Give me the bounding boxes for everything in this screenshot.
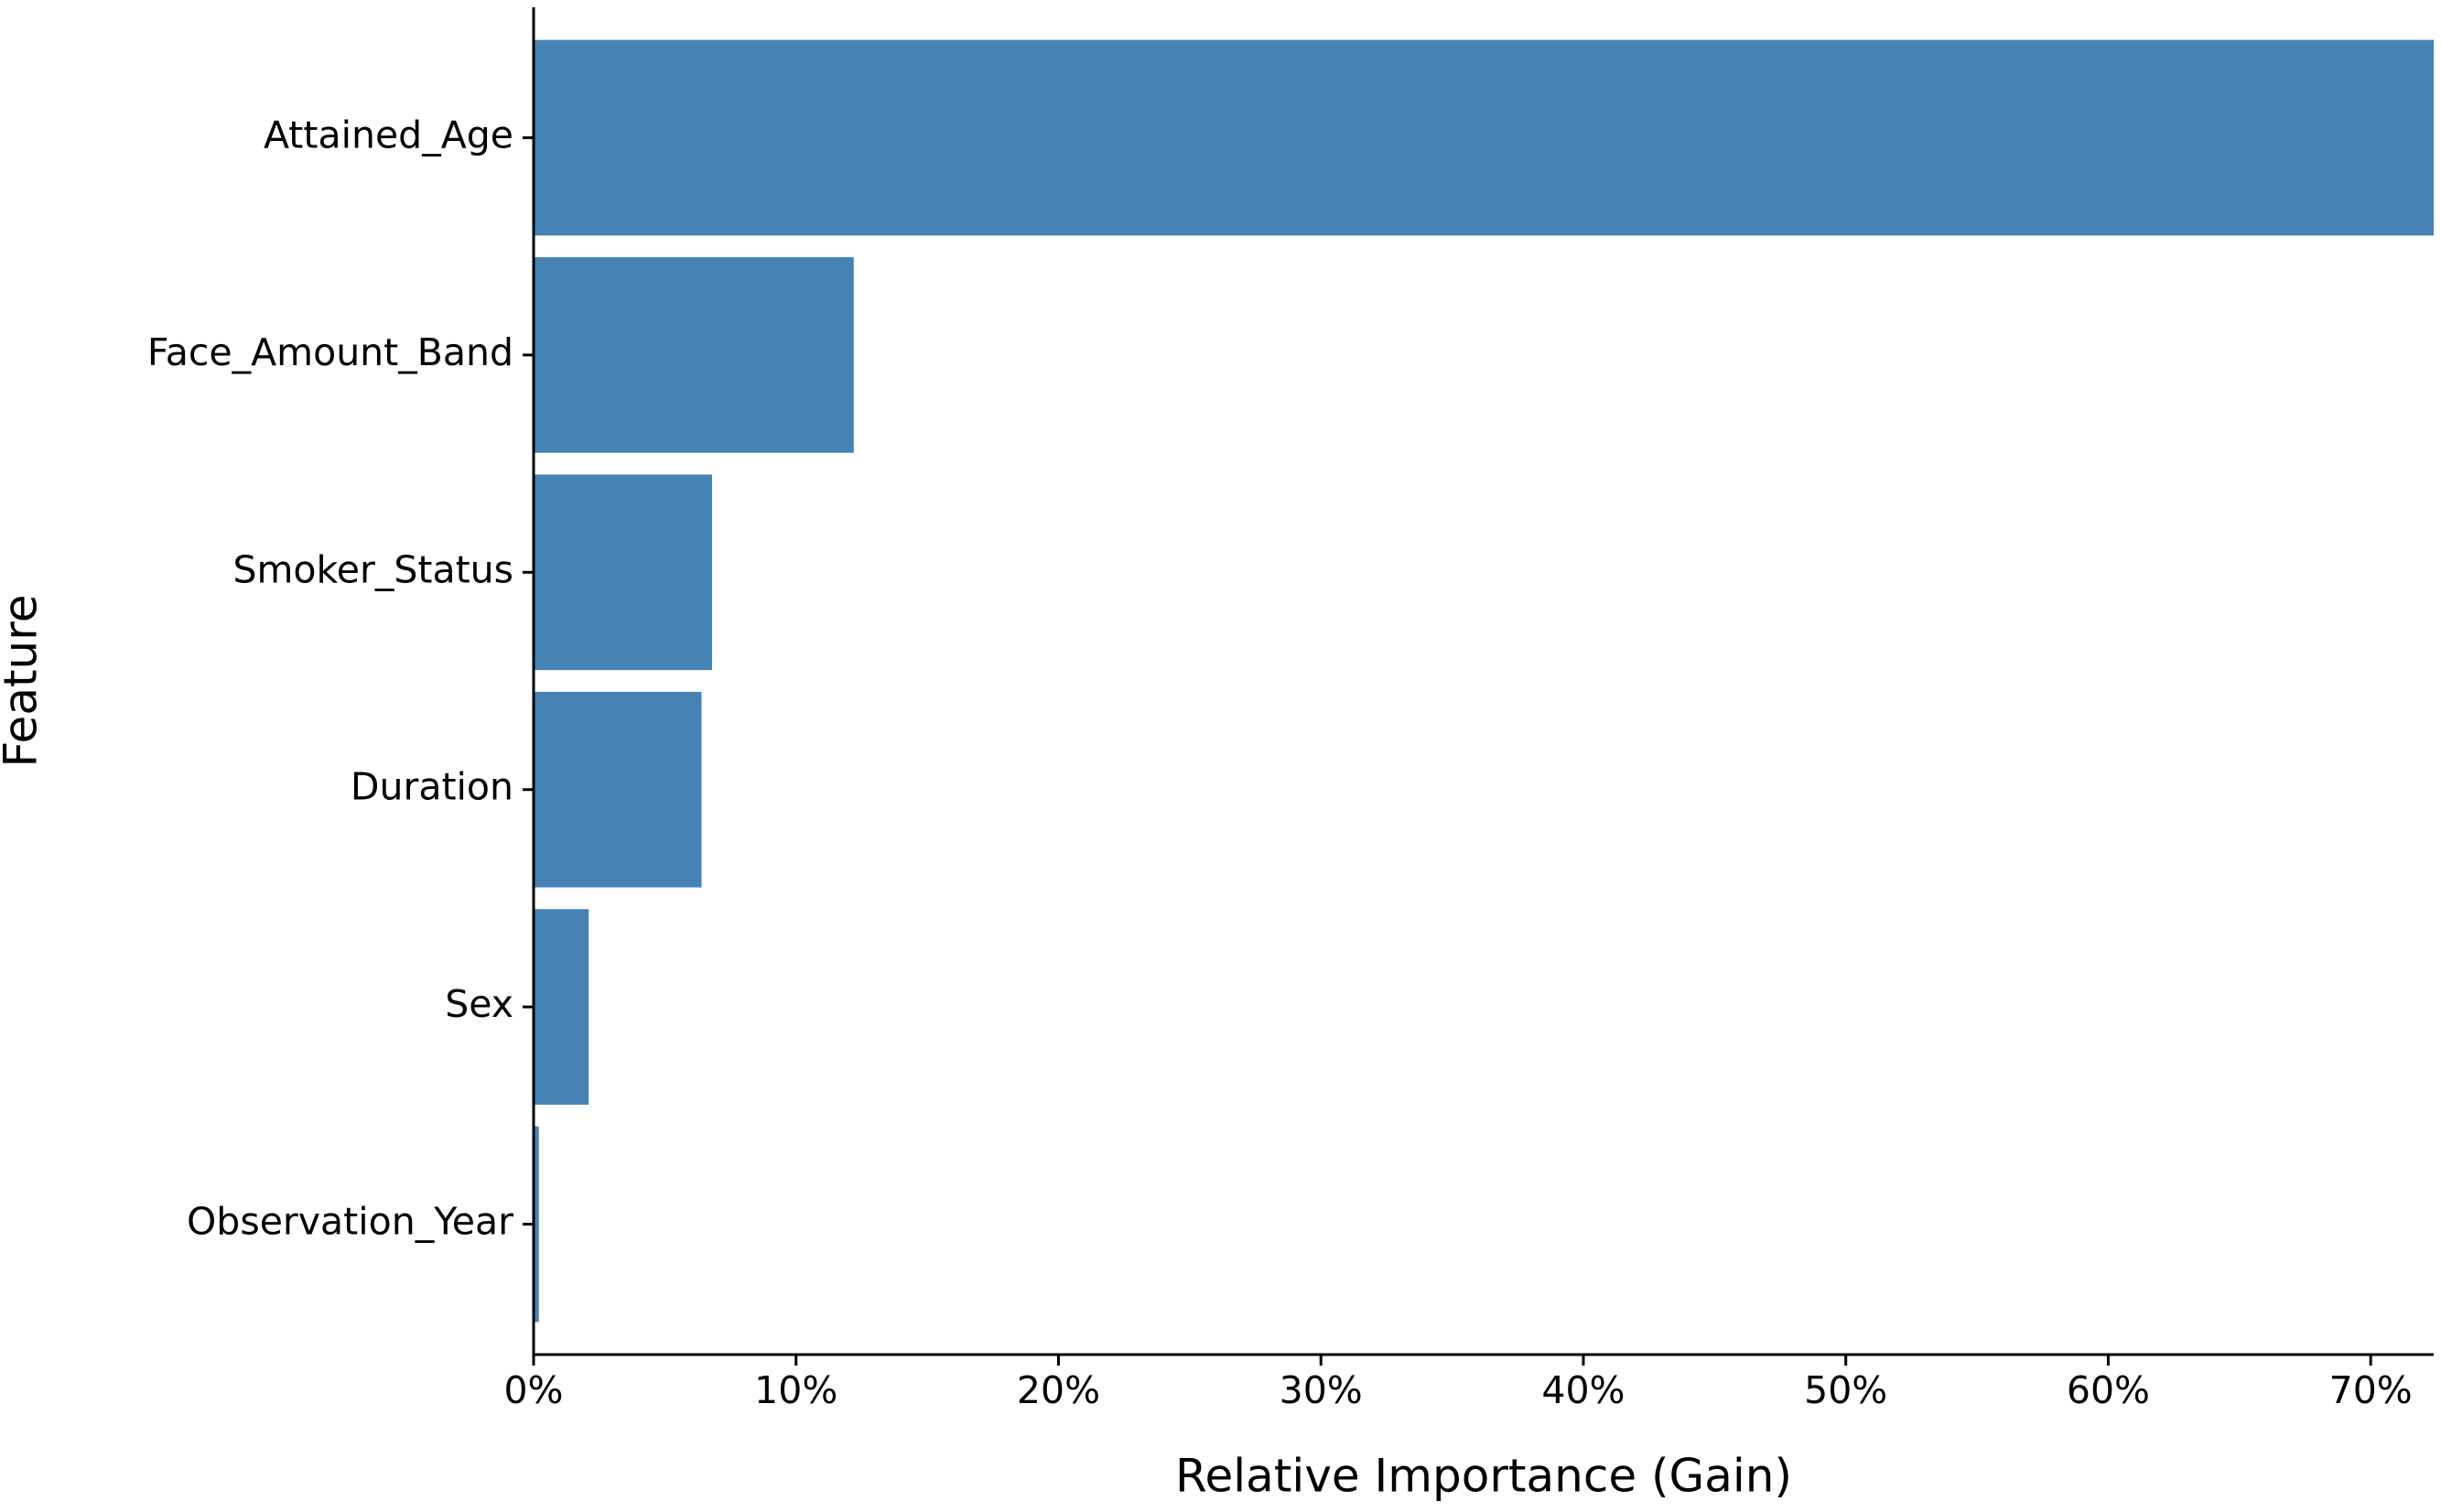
bar [534, 1126, 539, 1323]
x-tick-label: 60% [2067, 1368, 2150, 1412]
bar [534, 39, 2434, 236]
bar [534, 909, 589, 1105]
y-axis-title: Feature [0, 595, 48, 768]
x-tick-label: 20% [1017, 1368, 1100, 1412]
y-tick-label: Sex [445, 982, 513, 1026]
x-axis-title: Relative Importance (Gain) [1175, 1450, 1792, 1503]
y-tick-label: Duration [351, 765, 513, 809]
x-tick-label: 30% [1280, 1368, 1363, 1412]
x-tick-label: 70% [2329, 1368, 2413, 1412]
bar [534, 474, 712, 671]
y-tick-label: Smoker_Status [232, 547, 513, 591]
y-tick-label: Face_Amount_Band [147, 330, 513, 374]
bar [534, 691, 702, 888]
x-tick-label: 50% [1804, 1368, 1887, 1412]
y-tick-label: Observation_Year [187, 1200, 513, 1244]
x-tick-label: 40% [1541, 1368, 1625, 1412]
y-tick-label: Attained_Age [264, 113, 513, 157]
x-tick-label: 10% [754, 1368, 837, 1412]
x-tick-label: 0% [503, 1368, 563, 1412]
bar [534, 257, 854, 453]
